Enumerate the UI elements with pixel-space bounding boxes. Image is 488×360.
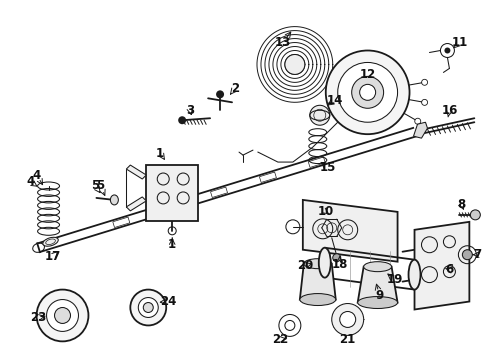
- Circle shape: [37, 289, 88, 341]
- Circle shape: [309, 105, 329, 125]
- Text: 1: 1: [156, 147, 164, 159]
- Polygon shape: [357, 267, 397, 302]
- Text: 24: 24: [160, 295, 176, 308]
- Text: 17: 17: [44, 250, 61, 263]
- Text: 19: 19: [386, 273, 402, 286]
- Polygon shape: [126, 197, 146, 211]
- Circle shape: [55, 307, 70, 323]
- Circle shape: [130, 289, 166, 325]
- Circle shape: [469, 210, 479, 220]
- Text: 14: 14: [326, 94, 342, 107]
- Circle shape: [359, 84, 375, 100]
- Text: 15: 15: [319, 161, 335, 174]
- Circle shape: [339, 311, 355, 328]
- Polygon shape: [126, 165, 146, 179]
- Text: 5: 5: [91, 180, 100, 193]
- Circle shape: [351, 76, 383, 108]
- Circle shape: [216, 90, 224, 98]
- Ellipse shape: [407, 260, 420, 289]
- Circle shape: [46, 300, 78, 332]
- Text: 23: 23: [30, 311, 47, 324]
- Circle shape: [337, 62, 397, 122]
- Text: 7: 7: [472, 248, 480, 261]
- Text: 20: 20: [296, 259, 312, 272]
- Polygon shape: [414, 222, 468, 310]
- Circle shape: [462, 250, 471, 260]
- Text: 4: 4: [32, 168, 41, 181]
- Circle shape: [325, 50, 408, 134]
- Ellipse shape: [299, 293, 335, 306]
- Ellipse shape: [110, 195, 118, 205]
- Text: 5: 5: [96, 180, 104, 193]
- Circle shape: [331, 303, 363, 336]
- Circle shape: [332, 254, 340, 262]
- Ellipse shape: [363, 262, 391, 272]
- Text: 3: 3: [186, 104, 194, 117]
- Polygon shape: [146, 165, 198, 221]
- Ellipse shape: [43, 237, 58, 246]
- Text: 13: 13: [274, 36, 290, 49]
- Text: 9: 9: [375, 289, 383, 302]
- Polygon shape: [299, 264, 335, 300]
- Text: 4: 4: [26, 175, 35, 189]
- Circle shape: [285, 54, 304, 75]
- Polygon shape: [413, 122, 427, 138]
- Text: 8: 8: [456, 198, 465, 211]
- Text: 22: 22: [271, 333, 287, 346]
- Text: 18: 18: [331, 258, 347, 271]
- Text: 16: 16: [440, 104, 457, 117]
- Ellipse shape: [303, 259, 331, 269]
- Text: 2: 2: [230, 82, 239, 95]
- Ellipse shape: [318, 248, 330, 278]
- Circle shape: [138, 298, 158, 318]
- Circle shape: [444, 48, 449, 54]
- Polygon shape: [302, 200, 397, 262]
- Circle shape: [143, 302, 153, 312]
- Text: 10: 10: [317, 205, 333, 219]
- Text: 12: 12: [359, 68, 375, 81]
- Circle shape: [178, 116, 186, 124]
- Text: 1: 1: [168, 238, 176, 251]
- Ellipse shape: [357, 297, 397, 309]
- Text: 6: 6: [445, 263, 452, 276]
- Text: 21: 21: [339, 333, 355, 346]
- Text: 11: 11: [450, 36, 467, 49]
